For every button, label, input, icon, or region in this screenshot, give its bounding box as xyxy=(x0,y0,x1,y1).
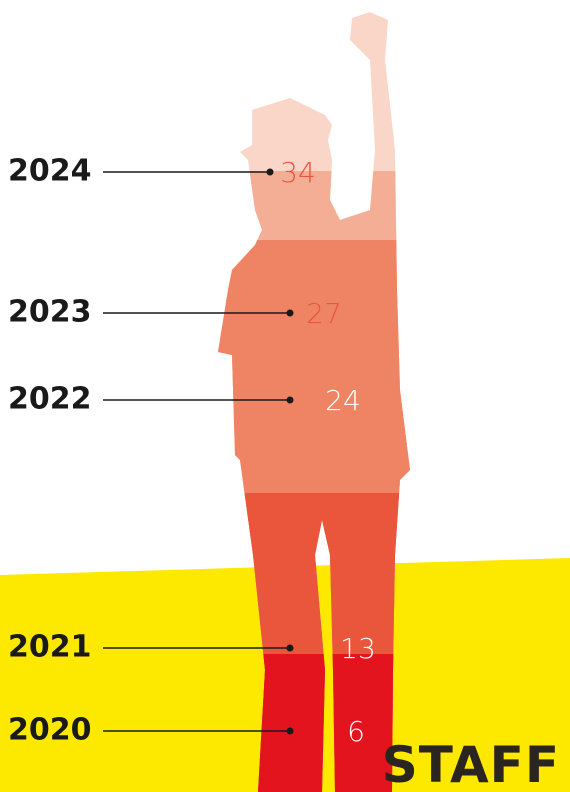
leader-dot xyxy=(267,169,274,176)
leader-dot xyxy=(287,728,294,735)
year-label: 2020 xyxy=(8,713,92,748)
value-label: 6 xyxy=(347,715,365,748)
year-label: 2022 xyxy=(8,382,92,417)
leader-dot xyxy=(287,397,294,404)
year-label: 2023 xyxy=(8,295,92,330)
value-label: 34 xyxy=(280,156,316,189)
infographic: 2024 34 2023 27 2022 24 2021 13 2020 6 STAFF xyxy=(0,0,570,792)
leader-dot xyxy=(287,645,294,652)
value-label: 27 xyxy=(306,297,342,330)
year-label: 2024 xyxy=(8,154,92,189)
value-label: 24 xyxy=(325,384,361,417)
value-label: 13 xyxy=(340,632,376,665)
staff-label: STAFF xyxy=(382,736,560,792)
leader-dot xyxy=(287,310,294,317)
year-label: 2021 xyxy=(8,630,92,665)
